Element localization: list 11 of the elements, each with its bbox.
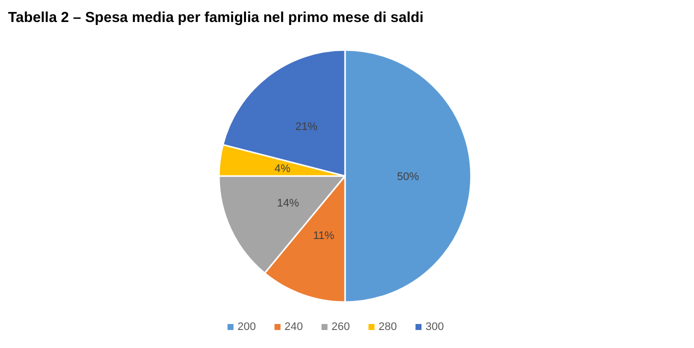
data-label: 11%: [313, 230, 334, 242]
chart-title: Tabella 2 – Spesa media per famiglia nel primo mese di saldi: [8, 10, 424, 26]
legend-label: 280: [378, 321, 397, 333]
data-label: 21%: [295, 121, 318, 134]
legend-label: 300: [426, 321, 444, 333]
data-label: 50%: [396, 170, 420, 183]
legend-label: 240: [284, 321, 303, 333]
data-label: 14%: [276, 198, 300, 210]
data-label: 4%: [274, 162, 291, 175]
legend-label: 200: [238, 321, 256, 333]
legend-label: 260: [332, 321, 350, 333]
